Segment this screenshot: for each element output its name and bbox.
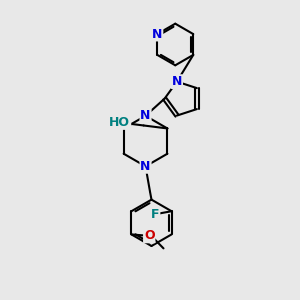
Text: N: N [172, 75, 182, 88]
Text: F: F [151, 208, 160, 221]
Text: N: N [140, 160, 151, 173]
Text: HO: HO [110, 116, 130, 129]
Text: N: N [152, 28, 162, 40]
Text: N: N [140, 109, 151, 122]
Text: O: O [144, 230, 154, 242]
